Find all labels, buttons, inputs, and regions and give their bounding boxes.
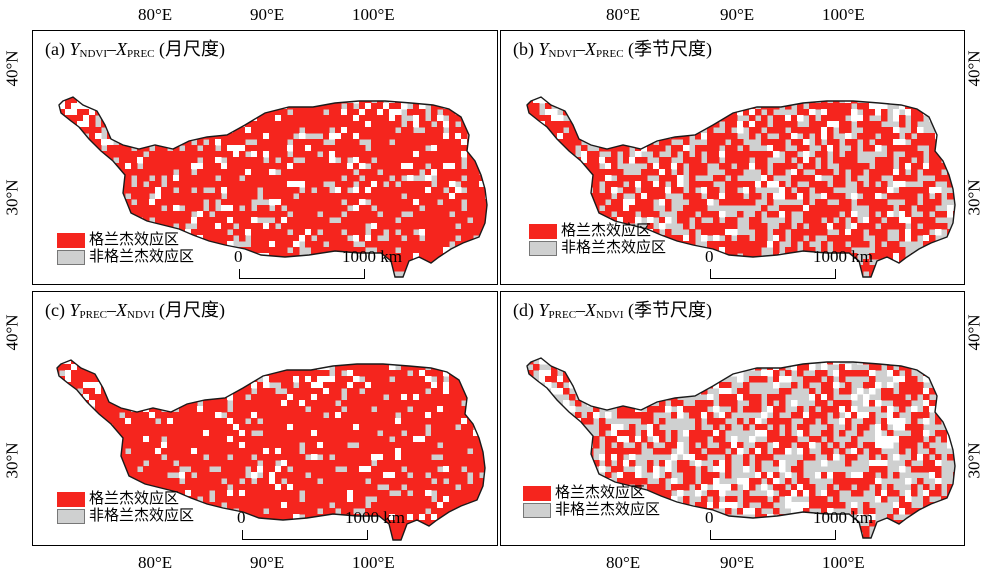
legend-item-effect: 格兰杰效应区 [57, 232, 194, 249]
legend-item-non-effect: 非格兰杰效应区 [57, 508, 194, 525]
legend-label-effect: 格兰杰效应区 [89, 232, 180, 248]
left-lat-label-30-top: 30°N [2, 179, 22, 216]
scalebar-end: 1000 km [813, 247, 873, 266]
scalebar-start: 0 [234, 247, 243, 266]
legend-swatch-non-effect [57, 250, 85, 265]
left-lat-label-40-top: 40°N [2, 50, 22, 87]
legend-label-effect: 格兰杰效应区 [555, 485, 646, 501]
legend-d: 格兰杰效应区 非格兰杰效应区 [523, 485, 660, 519]
top-lon-label-90-left: 90°E [250, 5, 285, 24]
legend-swatch-non-effect [529, 241, 557, 256]
map-panel-d: (d) YPREC–XNDVI (季节尺度) 格兰杰效应区 非格兰杰效应区 0 … [500, 291, 965, 546]
scalebar-end: 1000 km [345, 508, 405, 527]
panel-title-a: (a) YNDVI–XPREC (月尺度) [45, 39, 226, 60]
plateau-boundary-c [56, 359, 486, 541]
legend-item-effect: 格兰杰效应区 [523, 485, 660, 502]
legend-label-non-effect: 非格兰杰效应区 [555, 502, 661, 518]
legend-item-effect: 格兰杰效应区 [57, 491, 194, 508]
legend-swatch-non-effect [523, 503, 551, 518]
legend-label-effect: 格兰杰效应区 [89, 491, 180, 507]
scalebar-b: 0 1000 km [705, 247, 873, 279]
left-lat-label-30-bottom: 30°N [2, 442, 22, 479]
legend-item-non-effect: 非格兰杰效应区 [529, 240, 666, 257]
top-lon-label-90-right: 90°E [720, 5, 755, 24]
right-lat-label-40-top: 40°N [964, 50, 984, 87]
legend-b: 格兰杰效应区 非格兰杰效应区 [529, 223, 666, 257]
legend-item-effect: 格兰杰效应区 [529, 223, 666, 240]
plateau-boundary-a [58, 96, 488, 278]
legend-label-non-effect: 非格兰杰效应区 [89, 508, 195, 524]
legend-item-non-effect: 非格兰杰效应区 [523, 502, 660, 519]
scalebar-start: 0 [237, 508, 246, 527]
map-panel-c: (c) YPREC–XNDVI (月尺度) 格兰杰效应区 非格兰杰效应区 0 1… [32, 291, 498, 546]
legend-swatch-effect [529, 224, 557, 239]
legend-swatch-effect [523, 486, 551, 501]
legend-item-non-effect: 非格兰杰效应区 [57, 249, 194, 266]
bottom-lon-label-80-left: 80°E [138, 553, 173, 572]
tibet-map-a [58, 96, 488, 278]
bottom-lon-label-90-left: 90°E [250, 553, 285, 572]
right-lat-label-40-bottom: 40°N [964, 314, 984, 351]
scalebar-c: 0 1000 km [237, 508, 405, 540]
plateau-boundary-b [526, 96, 956, 278]
tibet-map-d [526, 357, 956, 539]
scalebar-start: 0 [705, 508, 714, 527]
legend-label-non-effect: 非格兰杰效应区 [561, 240, 667, 256]
map-panel-b: (b) YNDVI–XPREC (季节尺度) 格兰杰效应区 非格兰杰效应区 0 … [500, 30, 965, 285]
bottom-lon-label-100-left: 100°E [352, 553, 395, 572]
panel-title-c: (c) YPREC–XNDVI (月尺度) [45, 300, 226, 321]
tibet-map-b [526, 96, 956, 278]
map-panel-a: (a) YNDVI–XPREC (月尺度) 格兰杰效应区 非格兰杰效应区 0 1… [32, 30, 498, 285]
left-lat-label-40-bottom: 40°N [2, 314, 22, 351]
legend-a: 格兰杰效应区 非格兰杰效应区 [57, 232, 194, 266]
legend-c: 格兰杰效应区 非格兰杰效应区 [57, 491, 194, 525]
legend-label-effect: 格兰杰效应区 [561, 223, 652, 239]
scalebar-d: 0 1000 km [705, 508, 873, 540]
right-lat-label-30-bottom: 30°N [964, 442, 984, 479]
legend-swatch-effect [57, 492, 85, 507]
tibet-map-c [56, 359, 486, 541]
panel-title-b: (b) YNDVI–XPREC (季节尺度) [513, 39, 713, 60]
legend-swatch-effect [57, 233, 85, 248]
bottom-lon-label-100-right: 100°E [822, 553, 865, 572]
scalebar-end: 1000 km [813, 508, 873, 527]
top-lon-label-80-right: 80°E [606, 5, 641, 24]
scalebar-end: 1000 km [342, 247, 402, 266]
scalebar-a: 0 1000 km [234, 247, 402, 279]
scalebar-start: 0 [705, 247, 714, 266]
bottom-lon-label-80-right: 80°E [606, 553, 641, 572]
panel-title-d: (d) YPREC–XNDVI (季节尺度) [513, 300, 713, 321]
bottom-lon-label-90-right: 90°E [720, 553, 755, 572]
top-lon-label-100-right: 100°E [822, 5, 865, 24]
top-lon-label-100-left: 100°E [352, 5, 395, 24]
top-lon-label-80-left: 80°E [138, 5, 173, 24]
plateau-boundary-d [526, 357, 956, 539]
legend-label-non-effect: 非格兰杰效应区 [89, 249, 195, 265]
right-lat-label-30-top: 30°N [964, 179, 984, 216]
legend-swatch-non-effect [57, 509, 85, 524]
